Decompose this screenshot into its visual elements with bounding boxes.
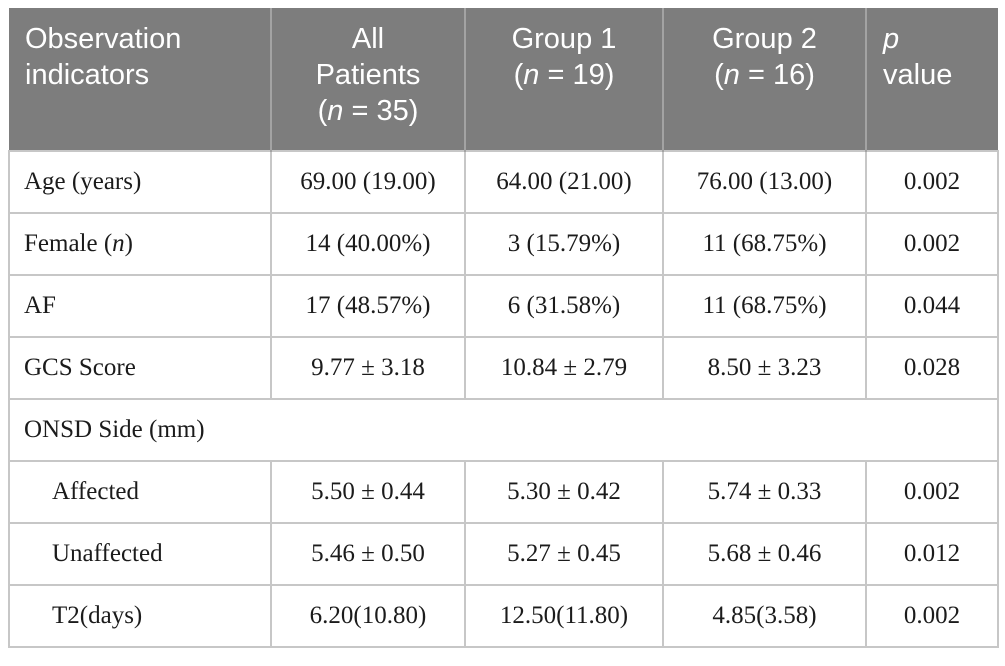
cell-value: 12.50(11.80) (464, 584, 664, 648)
col-header-all-patients: All Patients (n = 35) (270, 8, 465, 151)
header-row: Observation indicators All Patients (n =… (9, 8, 998, 151)
row-label-af: AF (8, 274, 272, 338)
table-row-af: AF 17 (48.57%) 6 (31.58%) 11 (68.75%) 0.… (8, 274, 999, 338)
cell-value: 69.00 (19.00) (270, 150, 466, 214)
table-row-gcs: GCS Score 9.77 ± 3.18 10.84 ± 2.79 8.50 … (8, 336, 999, 400)
italic-n: n (523, 59, 540, 91)
cell-p-value: 0.028 (865, 336, 999, 400)
cell-value: 10.84 ± 2.79 (464, 336, 664, 400)
row-label-t2: T2(days) (8, 584, 272, 648)
cell-value: 5.46 ± 0.50 (270, 522, 466, 586)
cell-p-value: 0.002 (865, 212, 999, 276)
cell-p-value: 0.002 (865, 460, 999, 524)
row-label-affected: Affected (8, 460, 272, 524)
statistics-table: Observation indicators All Patients (n =… (8, 8, 999, 648)
cell-p-value: 0.044 (865, 274, 999, 338)
col-header-observation-indicators: Observation indicators (9, 8, 271, 151)
cell-value: 76.00 (13.00) (662, 150, 867, 214)
cell-value: 6 (31.58%) (464, 274, 664, 338)
cell-value: 11 (68.75%) (662, 274, 867, 338)
cell-value: 11 (68.75%) (662, 212, 867, 276)
cell-value: 8.50 ± 3.23 (662, 336, 867, 400)
cell-value: 5.68 ± 0.46 (662, 522, 867, 586)
cell-p-value: 0.012 (865, 522, 999, 586)
cell-value: 5.50 ± 0.44 (270, 460, 466, 524)
cell-value: 9.77 ± 3.18 (270, 336, 466, 400)
observation-indicators-table: Observation indicators All Patients (n =… (8, 8, 999, 648)
italic-n: n (112, 230, 125, 257)
table-row-t2: T2(days) 6.20(10.80) 12.50(11.80) 4.85(3… (8, 584, 999, 648)
cell-value: 3 (15.79%) (464, 212, 664, 276)
col-header-group-2: Group 2 (n = 16) (662, 8, 866, 151)
table-body: Age (years) 69.00 (19.00) 64.00 (21.00) … (8, 150, 999, 648)
col-header-group-1: Group 1 (n = 19) (464, 8, 663, 151)
row-label-gcs: GCS Score (8, 336, 272, 400)
cell-value: 6.20(10.80) (270, 584, 466, 648)
cell-value: 17 (48.57%) (270, 274, 466, 338)
table-row-female: Female (n) 14 (40.00%) 3 (15.79%) 11 (68… (8, 212, 999, 276)
table-row-age: Age (years) 69.00 (19.00) 64.00 (21.00) … (8, 150, 999, 214)
header-label: Observation indicators (25, 23, 182, 91)
italic-n: n (327, 95, 344, 127)
row-label-age: Age (years) (8, 150, 272, 214)
row-label-unaffected: Unaffected (8, 522, 272, 586)
cell-value: 5.74 ± 0.33 (662, 460, 867, 524)
italic-n: n (723, 59, 740, 91)
table-row-onsd-section: ONSD Side (mm) (8, 398, 999, 462)
cell-value: 64.00 (21.00) (464, 150, 664, 214)
cell-p-value: 0.002 (865, 150, 999, 214)
cell-value: 5.30 ± 0.42 (464, 460, 664, 524)
table-header: Observation indicators All Patients (n =… (9, 8, 998, 151)
section-label-onsd: ONSD Side (mm) (8, 398, 999, 462)
cell-value: 5.27 ± 0.45 (464, 522, 664, 586)
cell-value: 14 (40.00%) (270, 212, 466, 276)
table-row-unaffected: Unaffected 5.46 ± 0.50 5.27 ± 0.45 5.68 … (8, 522, 999, 586)
table-row-affected: Affected 5.50 ± 0.44 5.30 ± 0.42 5.74 ± … (8, 460, 999, 524)
row-label-female: Female (n) (8, 212, 272, 276)
cell-p-value: 0.002 (865, 584, 999, 648)
cell-value: 4.85(3.58) (662, 584, 867, 648)
italic-p: p (883, 23, 900, 55)
col-header-p-value: p value (865, 8, 998, 151)
